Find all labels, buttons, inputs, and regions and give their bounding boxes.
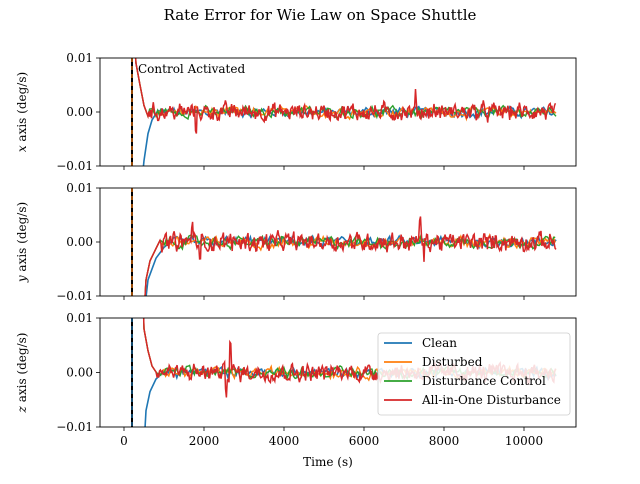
y-axis-unit: axis (deg/s) — [15, 333, 29, 407]
legend-label: Disturbed — [422, 355, 483, 369]
y-axis-variable: z — [15, 405, 29, 413]
x-axis-label: Time (s) — [303, 455, 353, 469]
plot-area-y — [144, 216, 557, 296]
y-tick-label: −0.01 — [56, 420, 93, 434]
plot-area-x — [134, 58, 557, 166]
panel-y: −0.01 0.00 0.01 y axis (deg/s) — [15, 181, 577, 303]
x-tick-label: 0 — [120, 434, 128, 448]
legend-label: All-in-One Disturbance — [421, 393, 561, 407]
x-tick-label: 2000 — [189, 434, 220, 448]
legend: Clean Disturbed Disturbance Control All-in-… — [377, 332, 571, 416]
panel-z: −0.01 0.00 0.01 0 2000 4000 6000 8000 10000 z axi… — [15, 311, 577, 448]
y-axis-variable: x — [15, 145, 29, 152]
x-tick-label: 6000 — [349, 434, 380, 448]
panel-x: −0.01 0.00 0.01 x axis (deg/s) Control Activ… — [15, 51, 577, 173]
legend-label: Clean — [422, 336, 457, 350]
legend-box — [377, 332, 571, 416]
y-tick-label: 0.01 — [66, 51, 93, 65]
series-line-clean — [142, 105, 556, 166]
series-line-disturbed — [134, 58, 557, 122]
series-line-all-in-one — [134, 58, 557, 134]
chart-title: Rate Error for Wie Law on Space Shuttle — [164, 6, 477, 24]
legend-label: Disturbance Control — [422, 374, 546, 388]
panels: −0.01 0.00 0.01 x axis (deg/s) Control Activ… — [15, 51, 577, 448]
y-axis-label-y: y axis (deg/s) — [15, 202, 29, 283]
y-tick-label: 0.01 — [66, 181, 93, 195]
x-tick-label: 4000 — [269, 434, 300, 448]
x-tick-label: 8000 — [429, 434, 460, 448]
y-tick-label: 0.00 — [66, 105, 93, 119]
series-line-all-in-one — [144, 216, 557, 296]
y-axis-label-x: x axis (deg/s) — [15, 72, 29, 152]
x-tick-label: 10000 — [505, 434, 543, 448]
y-tick-label: −0.01 — [56, 289, 93, 303]
y-tick-label: 0.01 — [66, 311, 93, 325]
y-tick-label: −0.01 — [56, 159, 93, 173]
y-axis-variable: y — [15, 275, 29, 283]
y-tick-label: 0.00 — [66, 366, 93, 380]
y-axis-label-z: z axis (deg/s) — [15, 333, 29, 414]
y-tick-label: 0.00 — [66, 235, 93, 249]
annotation-control-activated: Control Activated — [138, 62, 245, 76]
y-axis-unit: axis (deg/s) — [15, 72, 29, 146]
y-axis-unit: axis (deg/s) — [15, 202, 29, 276]
